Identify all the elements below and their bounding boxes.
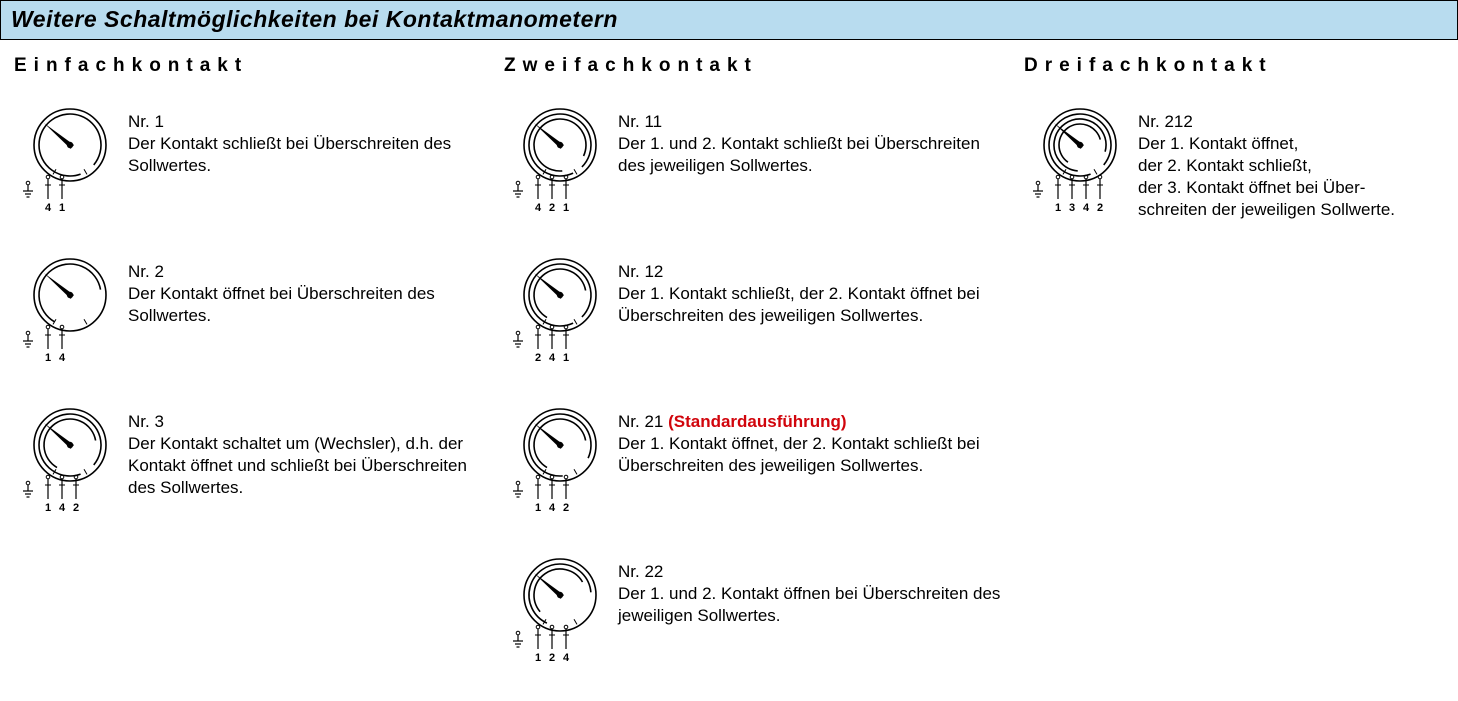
option-description: Der 1. Kontakt öffnet, der 2. Kontakt sc… [618,433,1004,477]
svg-text:2: 2 [535,352,541,364]
column-title: Einfachkontakt [14,54,504,79]
option-number: Nr. 212 [1138,112,1193,131]
gauge-icon: 41 [14,101,128,215]
option-text: Nr. 1 Der Kontakt schließt bei Über­schre… [128,101,504,177]
option-text: Nr. 212 Der 1. Kontakt öffnet,der 2. Kont… [1138,101,1444,221]
gauge-icon: 241 [504,251,618,365]
option-number: Nr. 3 [128,412,164,431]
section-title: Weitere Schaltmöglichkeiten bei Kontaktm… [11,6,618,32]
columns-container: Einfachkontakt41Nr. 1Der Kontakt schließ… [0,54,1458,701]
svg-text:2: 2 [549,652,555,664]
gauge-block: 41 [14,101,128,215]
option-description: Der 1. Kontakt schließt, der 2. Kontakt … [618,283,1004,327]
option-description: Der Kontakt schließt bei Über­schreiten … [128,133,484,177]
option-description: Der 1. und 2. Kontakt öffnen bei Übersch… [618,583,1004,627]
contact-option: 1342Nr. 212Der 1. Kontakt öffnet,der 2. … [1024,101,1444,221]
column-title: Dreifachkontakt [1024,54,1444,79]
option-text: Nr. 3 Der Kontakt schaltet um (Wechs­ler)… [128,401,504,499]
option-number: Nr. 12 [618,262,663,281]
svg-text:2: 2 [1097,202,1103,214]
svg-text:1: 1 [563,202,569,214]
svg-text:2: 2 [73,502,79,514]
svg-text:3: 3 [1069,202,1075,214]
svg-text:1: 1 [1055,202,1061,214]
svg-text:1: 1 [59,202,65,214]
gauge-block: 124 [504,551,618,665]
option-number: Nr. 11 [618,112,662,131]
svg-text:4: 4 [563,652,570,664]
option-number: Nr. 21 [618,412,663,431]
gauge-block: 142 [14,401,128,515]
gauge-block: 14 [14,251,128,365]
contact-option: 14Nr. 2Der Kontakt öffnet bei Überschrei… [14,251,504,365]
svg-text:1: 1 [45,352,51,364]
gauge-block: 1342 [1024,101,1138,215]
svg-text:4: 4 [45,202,52,214]
contact-option: 421Nr. 11Der 1. und 2. Kontakt schließt … [504,101,1024,215]
option-number: Nr. 1 [128,112,164,131]
gauge-icon: 1342 [1024,101,1138,215]
section-title-bar: Weitere Schaltmöglichkeiten bei Kontaktm… [0,0,1458,40]
gauge-block: 421 [504,101,618,215]
column-dreifach: Dreifachkontakt1342Nr. 212Der 1. Kontakt… [1024,54,1444,701]
svg-text:4: 4 [549,352,556,364]
column-title: Zweifachkontakt [504,54,1024,79]
option-text: Nr. 2 Der Kontakt öffnet bei Überschrei­t… [128,251,504,327]
option-description: Der Kontakt schaltet um (Wechs­ler), d.h… [128,433,484,499]
svg-text:1: 1 [563,352,569,364]
contact-option: 142Nr. 3Der Kontakt schaltet um (Wechs­l… [14,401,504,515]
contact-option: 124Nr. 22Der 1. und 2. Kontakt öffnen be… [504,551,1024,665]
svg-text:4: 4 [535,202,542,214]
option-text: Nr. 22 Der 1. und 2. Kontakt öffnen bei Ü… [618,551,1024,627]
column-zweifach: Zweifachkontakt421Nr. 11Der 1. und 2. Ko… [504,54,1024,701]
svg-text:1: 1 [535,652,541,664]
option-description: Der 1. Kontakt öffnet,der 2. Kontakt sch… [1138,133,1424,221]
contact-option: 41Nr. 1Der Kontakt schließt bei Über­sch… [14,101,504,215]
column-einfach: Einfachkontakt41Nr. 1Der Kontakt schließ… [14,54,504,701]
option-number: Nr. 2 [128,262,164,281]
option-description: Der Kontakt öffnet bei Überschrei­ten de… [128,283,484,327]
gauge-block: 241 [504,251,618,365]
svg-text:1: 1 [45,502,51,514]
gauge-icon: 421 [504,101,618,215]
svg-text:4: 4 [549,502,556,514]
contact-option: 142Nr. 21 (Standardausführung)Der 1. Kon… [504,401,1024,515]
svg-text:1: 1 [535,502,541,514]
gauge-block: 142 [504,401,618,515]
gauge-icon: 142 [504,401,618,515]
svg-text:2: 2 [563,502,569,514]
svg-text:4: 4 [1083,202,1090,214]
option-text: Nr. 21 (Standardausführung) Der 1. Kontak… [618,401,1024,477]
gauge-icon: 142 [14,401,128,515]
gauge-icon: 14 [14,251,128,365]
option-text: Nr. 11 Der 1. und 2. Kontakt schließt bei… [618,101,1024,177]
option-description: Der 1. und 2. Kontakt schließt bei Übers… [618,133,1004,177]
svg-text:4: 4 [59,352,66,364]
gauge-icon: 124 [504,551,618,665]
option-number: Nr. 22 [618,562,663,581]
option-text: Nr. 12 Der 1. Kontakt schließt, der 2. Ko… [618,251,1024,327]
option-extra-label: (Standardausführung) [668,412,847,431]
contact-option: 241Nr. 12Der 1. Kontakt schließt, der 2.… [504,251,1024,365]
svg-text:4: 4 [59,502,66,514]
svg-text:2: 2 [549,202,555,214]
